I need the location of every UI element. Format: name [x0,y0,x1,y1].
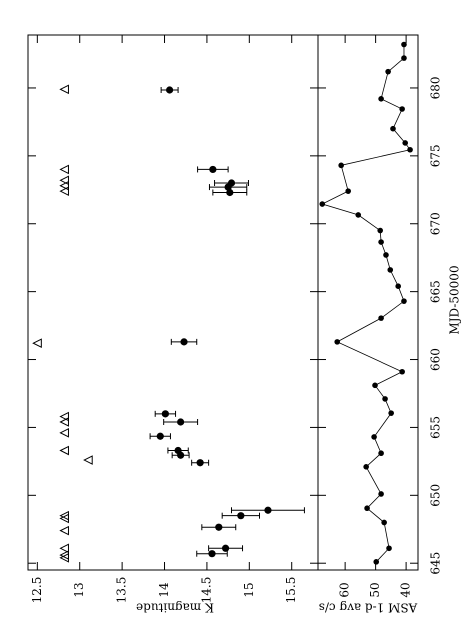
triangle-marker [59,186,69,196]
point [407,146,413,153]
triangle-marker [59,525,69,536]
triangle-marker [59,175,69,186]
circle-marker [226,188,234,197]
point [338,162,344,169]
frame [27,34,419,571]
x-tick-label: 645 [429,552,443,575]
point [378,491,384,497]
y-tick-label: 14.5 [199,577,213,604]
point [371,434,377,440]
point [364,505,370,512]
triangle-marker [59,543,69,554]
circle-marker [156,432,164,440]
point [377,227,383,234]
point [378,315,384,321]
circle-marker [227,179,236,187]
x-tick-label: 675 [429,144,443,167]
x-tick-label: 650 [429,484,443,507]
triangle-marker [59,417,69,427]
point [386,545,392,552]
y-axis-title: ASM 1-d avg c/s [319,601,419,615]
triangle-marker [59,428,69,438]
point [395,283,401,290]
circle-marker [221,544,230,552]
point [381,519,387,526]
triangle-marker [59,411,69,422]
point [383,252,389,258]
y-tick-label: 13 [72,582,86,597]
y-tick-label: 12.5 [30,577,44,604]
point [402,140,408,146]
y-tick-label: 15.5 [284,577,298,604]
triangle-marker [59,510,69,521]
triangle-marker [59,180,69,191]
triangle-marker [83,455,93,465]
point [334,339,341,345]
point [382,396,388,402]
circle-marker [264,506,272,514]
y-tick-label: 50 [368,582,382,597]
point [363,464,369,470]
x-axis-title: MJD-50000 [448,265,462,334]
point [401,298,407,304]
circle-marker [209,165,217,174]
point [401,41,407,48]
point [355,212,362,218]
circle-marker [196,459,204,467]
triangle-marker [59,550,69,560]
circle-marker [177,418,185,426]
circle-marker [237,512,245,520]
triangle-marker [59,164,69,175]
x-tick-label: 670 [429,212,443,235]
point [378,239,384,245]
circle-marker [174,446,182,455]
y-tick-label: 40 [399,582,413,597]
point [385,68,391,75]
point [378,450,384,457]
point [319,201,326,207]
point [372,382,378,389]
x-tick-label: 680 [429,77,443,100]
point [401,55,407,61]
point [373,559,380,565]
point [399,106,405,112]
point [390,125,396,132]
point [387,267,394,273]
line [321,44,411,563]
point [378,96,384,102]
y-tick-label: 13.5 [115,577,129,604]
circle-marker [161,410,169,418]
x-tick-label: 660 [429,348,443,371]
triangle-marker [59,445,69,456]
y-tick-label: 15 [242,582,256,597]
circle-marker [166,86,174,94]
x-tick-label: 655 [429,416,443,439]
triangle-marker [59,84,69,95]
y-tick-label: 60 [338,582,352,597]
circle-marker [215,523,223,531]
point [399,368,405,375]
circle-marker [180,338,188,346]
x-tick-label: 665 [429,280,443,303]
point [388,410,394,416]
point [345,188,351,194]
circle-marker [208,550,216,558]
y-axis-title: K magnitude [136,601,214,615]
triangle-marker [32,338,42,349]
y-tick-label: 14 [157,582,171,598]
